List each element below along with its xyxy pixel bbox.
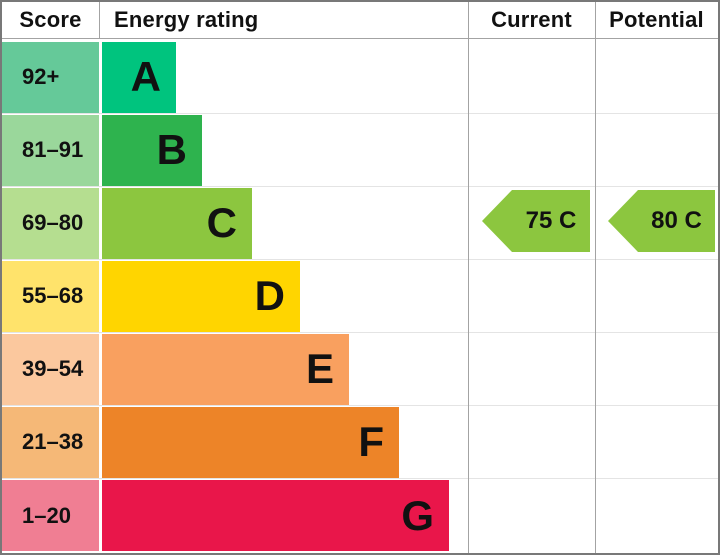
- score-range-C: 69–80: [2, 187, 99, 259]
- band-bar-A: A: [102, 41, 176, 113]
- column-header-energy-rating: Energy rating: [114, 7, 259, 32]
- chart-header: Score Energy rating Current Potential: [2, 2, 718, 39]
- band-bar-C: C: [102, 187, 252, 259]
- column-header-current: Current: [491, 7, 572, 32]
- score-range-D: 55–68: [2, 260, 99, 332]
- current-rating-label: 75 C: [525, 207, 577, 234]
- band-row-D: 55–68 D: [2, 260, 718, 333]
- potential-rating-label: 80 C: [651, 207, 702, 234]
- column-header-potential: Potential: [609, 7, 704, 32]
- band-bar-D: D: [102, 260, 300, 332]
- band-row-F: 21–38 F: [2, 406, 718, 479]
- band-bar-E: E: [102, 333, 349, 405]
- band-rows: 92+ A 81–91 B 69–80 C 55–68 D 39–54 E 21–38 F 1–20 G: [2, 39, 718, 552]
- band-row-B: 81–91 B: [2, 114, 718, 187]
- band-bar-G: G: [102, 480, 449, 551]
- column-divider-current: [468, 2, 469, 553]
- score-range-E: 39–54: [2, 333, 99, 405]
- band-row-G: 1–20 G: [2, 479, 718, 552]
- column-divider-potential: [595, 2, 596, 553]
- score-range-B: 81–91: [2, 114, 99, 186]
- band-bar-B: B: [102, 114, 202, 186]
- band-row-E: 39–54 E: [2, 333, 718, 406]
- score-range-A: 92+: [2, 41, 99, 113]
- band-row-A: 92+ A: [2, 41, 718, 114]
- score-range-F: 21–38: [2, 406, 99, 478]
- column-header-score: Score: [2, 2, 100, 38]
- potential-rating-arrow: 80 C: [608, 190, 715, 252]
- band-bar-F: F: [102, 406, 399, 478]
- band-row-C: 69–80 C: [2, 187, 718, 260]
- score-range-G: 1–20: [2, 480, 99, 551]
